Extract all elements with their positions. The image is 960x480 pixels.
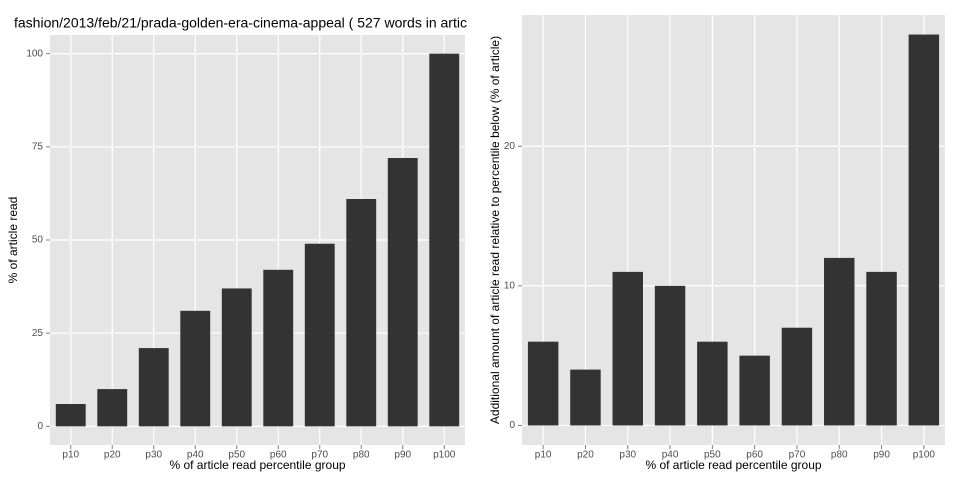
y-tick-label: 100 — [26, 48, 43, 59]
x-tick-label: p10 — [535, 450, 552, 461]
y-tick-label: 50 — [32, 235, 44, 246]
x-tick-label: p60 — [270, 450, 287, 461]
bar — [612, 271, 643, 426]
y-tick-label: 20 — [504, 141, 516, 152]
x-tick-label: p80 — [831, 450, 848, 461]
bar — [866, 271, 897, 426]
y-tick-label: 75 — [32, 141, 44, 152]
x-tick-label: p60 — [746, 450, 763, 461]
x-axis-title: % of article read percentile group — [169, 458, 345, 472]
x-tick-label: p40 — [187, 450, 204, 461]
bar — [739, 355, 770, 426]
bar — [138, 348, 169, 427]
x-tick-label: p90 — [394, 450, 411, 461]
x-tick-label: p50 — [704, 450, 721, 461]
bar — [781, 327, 813, 426]
bar — [654, 285, 686, 426]
bar — [97, 389, 128, 427]
bar — [180, 310, 211, 427]
chart: 0 25 50 75 100 p10 p20 p30 p40 p50 p60 p70 p80 p90 p10… — [6, 15, 467, 472]
x-tick-label: p100 — [433, 450, 456, 461]
x-tick-label: p30 — [619, 450, 636, 461]
bar — [429, 53, 460, 427]
x-tick-label: p100 — [913, 450, 936, 461]
bar — [908, 34, 940, 426]
x-tick-label: p70 — [311, 450, 328, 461]
x-tick-label: p50 — [228, 450, 245, 461]
y-axis-title: % of article read — [6, 197, 20, 284]
bar — [697, 341, 728, 426]
x-tick-label: p80 — [353, 450, 370, 461]
bar — [221, 288, 252, 427]
y-tick-label: 0 — [509, 420, 515, 431]
x-tick-label: p40 — [662, 450, 679, 461]
bar — [387, 158, 418, 427]
bar — [527, 341, 559, 426]
x-tick-label: p20 — [577, 450, 594, 461]
bar — [824, 257, 855, 426]
y-tick-label: 25 — [32, 328, 44, 339]
y-tick-label: 0 — [37, 421, 43, 432]
bar — [55, 404, 86, 427]
y-axis-title: Additional amount of article read relati… — [488, 36, 502, 424]
chart: 0 10 20 p10 p20 p30 p40 p50 p60 p70 p80 p90 p100 % of… — [488, 15, 945, 472]
chart-title: fashion/2013/feb/21/prada-golden-era-cin… — [14, 15, 467, 31]
x-tick-label: p20 — [104, 450, 121, 461]
x-tick-label: p90 — [873, 450, 890, 461]
x-tick-label: p70 — [789, 450, 806, 461]
bar — [570, 369, 601, 426]
x-axis-title: % of article read percentile group — [645, 458, 821, 472]
bar — [263, 269, 294, 427]
bar — [346, 199, 377, 427]
y-tick-label: 10 — [504, 280, 516, 291]
x-tick-label: p30 — [145, 450, 162, 461]
x-tick-label: p10 — [62, 450, 79, 461]
bar — [304, 243, 335, 427]
